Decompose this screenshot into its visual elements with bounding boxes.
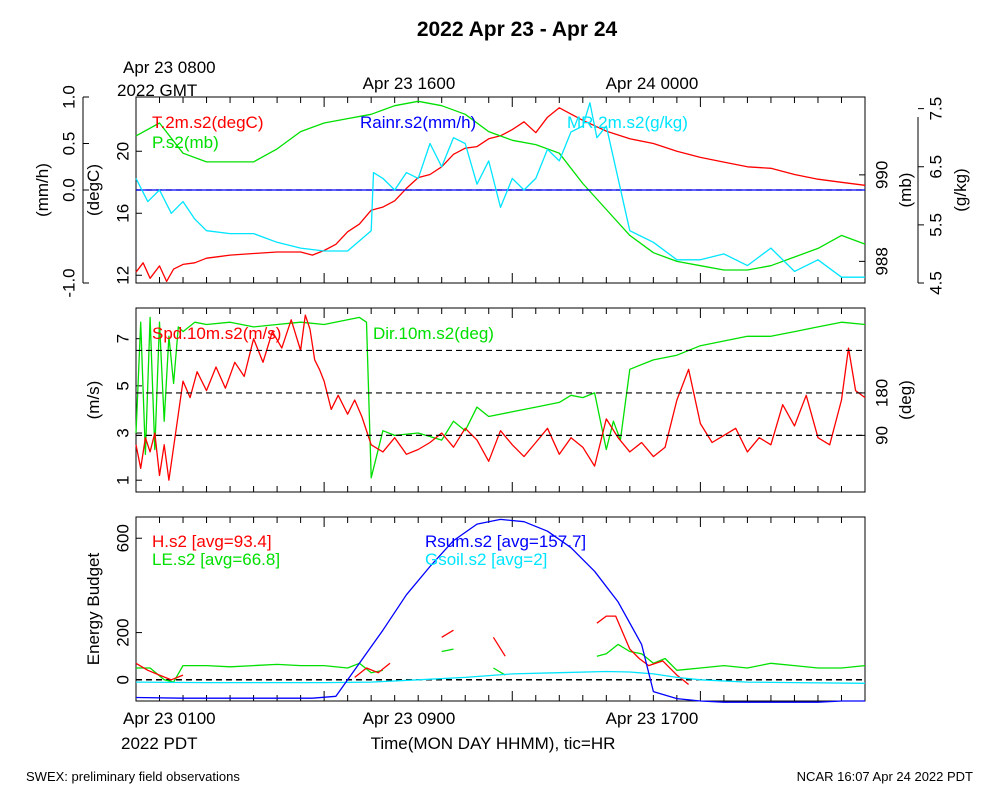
footer-left: SWEX: preliminary field observations [26, 769, 240, 784]
series-line-sensible-heat [492, 636, 506, 657]
y-tick-label-energy: 600 [113, 524, 132, 552]
y-tick-label-speed: 7 [113, 334, 132, 343]
legend-pressure: P.s2(mb) [152, 133, 219, 152]
legend-soil-heat: Gsoil.s2 [avg=2] [425, 550, 547, 569]
y-tick-label-pressure: 990 [872, 161, 891, 189]
gmt-label-start-year: 2022 GMT [117, 81, 197, 100]
y-tick-label-rain: 0.5 [59, 132, 78, 156]
chart-title: 2022 Apr 23 - Apr 24 [417, 18, 618, 41]
plot-frame [135, 516, 866, 702]
series-line-latent-heat [493, 667, 506, 676]
series-line-soil-heat [135, 670, 866, 684]
y-tick-label-mr: 5.5 [926, 213, 945, 237]
legend-wind-direction: Dir.10m.s2(deg) [373, 324, 494, 343]
y-axis-label-speed: (m/s) [84, 381, 103, 420]
y-tick-label-pressure: 988 [872, 247, 891, 275]
y-tick-label-rain: -1.0 [59, 268, 78, 297]
series-line-wind-speed [135, 314, 866, 481]
legend-mixing-ratio: MR.2m.s2(g/kg) [567, 113, 688, 132]
legend-sensible-heat: H.s2 [avg=93.4] [152, 532, 272, 551]
series-line-radiation [135, 518, 865, 703]
y-tick-label-energy: 0 [113, 675, 132, 684]
y-tick-label-speed: 3 [113, 428, 132, 437]
y-tick-label-speed: 1 [113, 475, 132, 484]
y-axis-label-mr: (g/kg) [951, 168, 970, 211]
y-axis-label-pressure: (mb) [896, 173, 915, 208]
plot-frame [135, 307, 866, 493]
y-tick-label-temp: 12 [113, 266, 132, 285]
y-tick-label-mr: 6.5 [926, 155, 945, 179]
y-tick-label-mr: 4.5 [926, 271, 945, 295]
y-tick-label-temp: 16 [113, 204, 132, 223]
series-line-latent-heat [441, 648, 454, 653]
pdt-label-right: Apr 23 1700 [606, 709, 699, 728]
series-line-sensible-heat [135, 662, 184, 681]
series-line-sensible-heat [441, 629, 454, 638]
panel-energy-budget: 600 200 0 Energy Budget H.s2 [avg=93.4]LE.s2… [84, 516, 866, 703]
gmt-label-right: Apr 24 0000 [606, 74, 699, 93]
series-line-sensible-heat [596, 615, 690, 686]
series-line-latent-heat [136, 662, 384, 683]
legend-wind-speed: Spd.10m.s2(m/s) [152, 324, 281, 343]
legend-radiation: Rsum.s2 [avg=157.7] [425, 532, 586, 551]
gmt-label-mid: Apr 23 1600 [363, 74, 456, 93]
y-tick-label-rain: 0.0 [59, 178, 78, 202]
legend-rain: Rainr.s2(mm/h) [360, 113, 476, 132]
series-line-wind-direction [135, 316, 866, 479]
gmt-label-start-date: Apr 23 0800 [123, 58, 216, 77]
x-axis-label: Time(MON DAY HHMM), tic=HR [371, 734, 616, 753]
series-line-sensible-heat [354, 662, 391, 678]
pdt-label-start-year: 2022 PDT [121, 734, 198, 753]
series-line-latent-heat [596, 643, 866, 671]
panel-wind: 7 5 3 1 (m/s) 180 90 (deg) Spd.10m.s2(m/s) Dir.10… [84, 307, 915, 493]
pdt-label-start-date: Apr 23 0100 [123, 709, 216, 728]
y-tick-label-temp: 20 [113, 142, 132, 161]
panel-temperature-pressure: 1.0 0.5 0.0 -1.0 (mm/h) 20 16 12 (degC) 990 988 (mb… [33, 85, 970, 297]
y-tick-label-direction: 90 [872, 426, 891, 445]
y-axis-label-temp: (degC) [84, 164, 103, 216]
y-tick-label-rain: 1.0 [59, 85, 78, 109]
y-axis-label-direction: (deg) [896, 380, 915, 420]
y-tick-label-mr: 7.5 [926, 97, 945, 121]
series-line-mixing-ratio [135, 102, 865, 278]
pdt-label-mid: Apr 23 0900 [363, 709, 456, 728]
series-line-pressure [135, 100, 866, 271]
y-axis-label-energy: Energy Budget [84, 552, 103, 665]
legend-latent-heat: LE.s2 [avg=66.8] [152, 550, 280, 569]
y-tick-label-energy: 200 [113, 618, 132, 646]
y-axis-label-rain: (mm/h) [33, 163, 52, 217]
legend-temperature: T.2m.s2(degC) [152, 113, 263, 132]
y-tick-label-direction: 180 [872, 379, 891, 407]
y-tick-label-speed: 5 [113, 381, 132, 390]
footer-right: NCAR 16:07 Apr 24 2022 PDT [797, 769, 973, 784]
series-line-temperature [135, 107, 866, 283]
